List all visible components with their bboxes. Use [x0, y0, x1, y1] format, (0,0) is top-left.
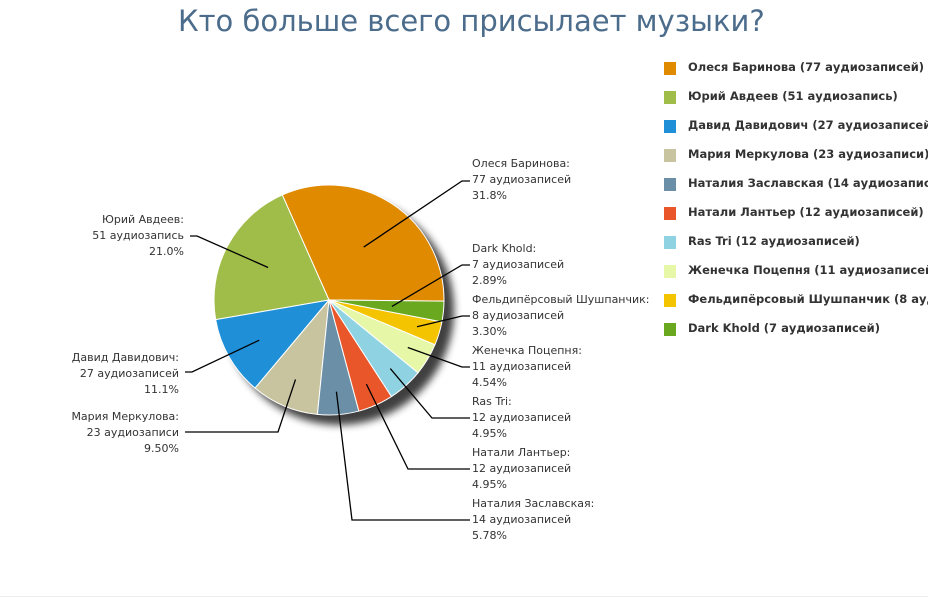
slice-label-count: 51 аудиозапись — [92, 229, 184, 242]
legend-label: Ras Tri (12 аудиозаписей) — [688, 234, 860, 248]
legend-swatch — [664, 91, 676, 104]
slice-label-percent: 5.78% — [472, 529, 507, 542]
slice-label-count: 12 аудиозаписей — [472, 462, 572, 475]
leader-line-9 — [416, 315, 470, 328]
pie-slice-1[interactable] — [281, 184, 445, 302]
slice-label-10: Dark Khold: 7 аудиозаписей 2.89% — [472, 241, 564, 289]
leader-line-3 — [185, 339, 260, 373]
slice-label-1: Олеся Баринова: 77 аудиозаписей 31.8% — [472, 156, 571, 204]
slice-label-6: Натали Лантьер: 12 аудиозаписей 4.95% — [472, 445, 571, 493]
legend-swatch — [664, 265, 676, 278]
divider — [0, 596, 928, 597]
pie-slice-10[interactable] — [328, 299, 445, 323]
legend-label: Натали Лантьер (12 аудиозаписей) — [688, 205, 924, 219]
legend-item: Олеся Баринова (77 аудиозаписей) — [664, 58, 928, 87]
legend-item: Ras Tri (12 аудиозаписей) — [664, 232, 928, 261]
legend-item: Фельдипёрсовый Шушпанчик (8 аудиозаписей… — [664, 290, 928, 319]
legend-item: Dark Khold (7 аудиозаписей) — [664, 319, 928, 348]
slice-label-8: Женечка Поцепня: 11 аудиозаписей 4.54% — [472, 343, 582, 391]
slice-label-name: Давид Давидович: — [71, 351, 179, 364]
slice-label-percent: 21.0% — [149, 245, 184, 258]
slice-label-count: 27 аудиозаписей — [79, 367, 179, 380]
slice-label-percent: 11.1% — [144, 383, 179, 396]
slice-label-name: Юрий Авдеев: — [102, 213, 184, 226]
legend-swatch — [664, 62, 676, 75]
chart-title: Кто больше всего присылает музыки? — [178, 4, 765, 38]
legend-label: Наталия Заславская (14 аудиозаписей) — [688, 176, 928, 190]
leader-line-7 — [389, 368, 470, 419]
legend-label: Мария Меркулова (23 аудиозаписи) — [688, 147, 928, 161]
legend-swatch — [664, 178, 676, 191]
leader-line-10 — [391, 264, 470, 307]
slice-label-9: Фельдипёрсовый Шушпанчик: 8 аудиозаписей 3… — [472, 292, 650, 340]
legend-swatch — [664, 236, 676, 249]
slice-label-percent: 4.54% — [472, 376, 507, 389]
legend-label: Давид Давидович (27 аудиозаписей) — [688, 118, 928, 132]
legend-label: Фельдипёрсовый Шушпанчик (8 аудиозаписей… — [688, 292, 928, 306]
pie-slice-2[interactable] — [213, 194, 330, 321]
pie-slice-3[interactable] — [215, 299, 331, 389]
legend-item: Наталия Заславская (14 аудиозаписей) — [664, 174, 928, 203]
legend-item: Давид Давидович (27 аудиозаписей) — [664, 116, 928, 145]
slice-label-4: Мария Меркулова: 23 аудиозаписи 9.50% — [71, 409, 179, 457]
slice-label-count: 8 аудиозаписей — [472, 309, 565, 322]
leader-line-4 — [185, 379, 297, 433]
slice-label-percent: 3.30% — [472, 325, 507, 338]
legend-label: Юрий Авдеев (51 аудиозапись) — [688, 89, 898, 103]
leader-line-5 — [335, 391, 470, 521]
leader-line-8 — [407, 346, 470, 368]
legend-swatch — [664, 207, 676, 220]
slice-label-percent: 9.50% — [144, 442, 179, 455]
slice-label-name: Dark Khold: — [472, 242, 537, 255]
leader-line-1 — [363, 180, 470, 248]
slice-label-name: Натали Лантьер: — [472, 446, 571, 459]
legend-item: Натали Лантьер (12 аудиозаписей) — [664, 203, 928, 232]
legend-item: Мария Меркулова (23 аудиозаписи) — [664, 145, 928, 174]
legend-swatch — [664, 149, 676, 162]
slice-label-percent: 31.8% — [472, 189, 507, 202]
slice-label-count: 11 аудиозаписей — [472, 360, 572, 373]
legend: Олеся Баринова (77 аудиозаписей) Юрий Авд… — [664, 58, 928, 348]
slice-label-count: 77 аудиозаписей — [472, 173, 572, 186]
legend-item: Женечка Поцепня (11 аудиозаписей) — [664, 261, 928, 290]
legend-swatch — [664, 294, 676, 307]
legend-label: Dark Khold (7 аудиозаписей) — [688, 321, 880, 335]
legend-label: Женечка Поцепня (11 аудиозаписей) — [688, 263, 928, 277]
slice-label-count: 14 аудиозаписей — [472, 513, 572, 526]
slice-label-count: 7 аудиозаписей — [472, 258, 565, 271]
slice-label-name: Наталия Заславская: — [472, 497, 595, 510]
slice-label-percent: 4.95% — [472, 427, 507, 440]
slice-label-count: 12 аудиозаписей — [472, 411, 572, 424]
leader-line-2 — [190, 235, 269, 269]
slice-label-percent: 4.95% — [472, 478, 507, 491]
slice-label-name: Мария Меркулова: — [71, 410, 179, 423]
slice-label-2: Юрий Авдеев: 51 аудиозапись 21.0% — [92, 212, 184, 260]
legend-item: Юрий Авдеев (51 аудиозапись) — [664, 87, 928, 116]
slice-label-percent: 2.89% — [472, 274, 507, 287]
slice-label-name: Ras Tri: — [472, 395, 512, 408]
slice-label-name: Олеся Баринова: — [472, 157, 570, 170]
slice-label-5: Наталия Заславская: 14 аудиозаписей 5.78% — [472, 496, 594, 544]
slice-label-name: Женечка Поцепня: — [472, 344, 582, 357]
slice-label-name: Фельдипёрсовый Шушпанчик: — [472, 293, 650, 306]
slice-label-3: Давид Давидович: 27 аудиозаписей 11.1% — [72, 350, 179, 398]
leader-line-6 — [365, 383, 470, 470]
legend-swatch — [664, 323, 676, 336]
slice-label-count: 23 аудиозаписи — [86, 426, 179, 439]
legend-swatch — [664, 120, 676, 133]
legend-label: Олеся Баринова (77 аудиозаписей) — [688, 60, 925, 74]
slice-label-7: Ras Tri: 12 аудиозаписей 4.95% — [472, 394, 571, 442]
